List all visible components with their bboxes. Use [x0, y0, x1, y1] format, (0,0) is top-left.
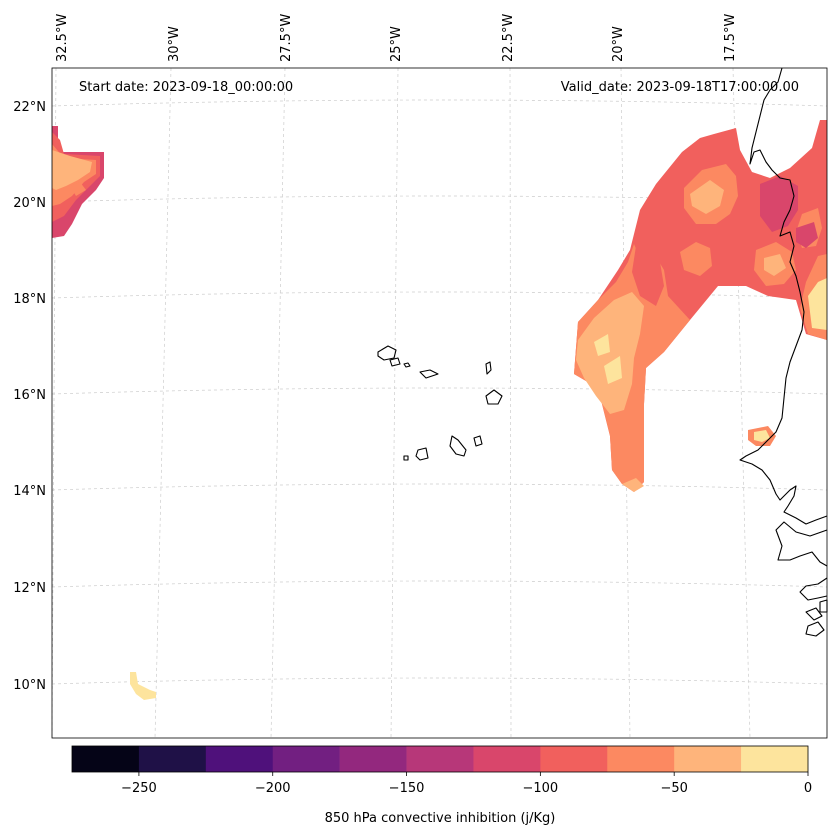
lon-label: 27.5°W	[279, 14, 294, 62]
colorbar-tick-label: −50	[660, 781, 687, 796]
coastlines	[377, 67, 828, 637]
lat-label: 12°N	[13, 581, 46, 596]
colorbar-tick-label: 0	[804, 781, 812, 796]
colorbar-swatch	[339, 746, 407, 772]
cin-region-northwest	[52, 126, 104, 238]
island-fogo	[415, 447, 429, 461]
island-santo-antao	[377, 345, 397, 361]
longitude-labels: 32.5°W 30°W 27.5°W 25°W 22.5°W 20°W 17.5…	[55, 14, 738, 62]
colorbar-swatch	[674, 746, 742, 772]
lat-label: 14°N	[13, 484, 46, 499]
lon-label: 17.5°W	[723, 14, 738, 62]
island-boa-vista	[485, 389, 503, 405]
lon-label: 32.5°W	[55, 14, 70, 62]
lat-label: 18°N	[13, 292, 46, 307]
colorbar-tick-label: −250	[121, 781, 157, 796]
island-sal	[485, 361, 492, 375]
colorbar-ticks: −250 −200 −150 −100 −50 0	[121, 772, 812, 796]
colorbar-title: 850 hPa convective inhibition (j/Kg)	[325, 811, 556, 826]
lat-label: 16°N	[13, 388, 46, 403]
island-santiago	[449, 435, 467, 457]
lon-label: 25°W	[389, 26, 404, 62]
colorbar-swatch	[72, 746, 140, 772]
colorbar-swatch	[540, 746, 608, 772]
lon-label: 20°W	[611, 26, 626, 62]
valid-date-text: Valid_date: 2023-09-18T17:00:00.00	[561, 80, 799, 95]
colorbar-tick-label: −200	[255, 781, 291, 796]
island-sao-vicente	[389, 357, 401, 367]
colorbar-tick-label: −150	[389, 781, 425, 796]
latitude-labels: 22°N 20°N 18°N 16°N 14°N 12°N 10°N	[13, 100, 46, 693]
cin-region-senegal	[748, 426, 776, 446]
island-brava	[403, 455, 409, 461]
lat-label: 22°N	[13, 100, 46, 115]
colorbar-swatch	[741, 746, 809, 772]
guinea-bissau-coastline	[775, 521, 828, 567]
lon-label: 22.5°W	[501, 14, 516, 62]
colorbar-swatches	[72, 746, 809, 772]
start-date-text: Start date: 2023-09-18_00:00:00	[79, 80, 293, 95]
colorbar-tick-label: −100	[523, 781, 559, 796]
graticule	[51, 67, 828, 739]
island-santa-luzia	[403, 362, 411, 368]
island-sao-nicolau	[419, 369, 439, 379]
colorbar-swatch	[138, 746, 207, 772]
colorbar-swatch	[272, 746, 340, 772]
african-coastline	[739, 67, 828, 525]
colorbar: −250 −200 −150 −100 −50 0 850 hPa convective …	[71, 745, 812, 826]
map-border	[51, 67, 828, 739]
cin-field	[52, 120, 827, 700]
cin-region-southwest	[130, 672, 156, 700]
lat-label: 10°N	[13, 678, 46, 693]
lon-label: 30°W	[167, 26, 182, 62]
colorbar-swatch	[205, 746, 274, 772]
colorbar-swatch	[473, 746, 541, 772]
cin-region-coast	[574, 120, 827, 492]
lat-label: 20°N	[13, 196, 46, 211]
colorbar-swatch	[607, 746, 675, 772]
island-maio	[473, 435, 483, 447]
colorbar-border	[71, 745, 809, 773]
colorbar-swatch	[406, 746, 474, 772]
